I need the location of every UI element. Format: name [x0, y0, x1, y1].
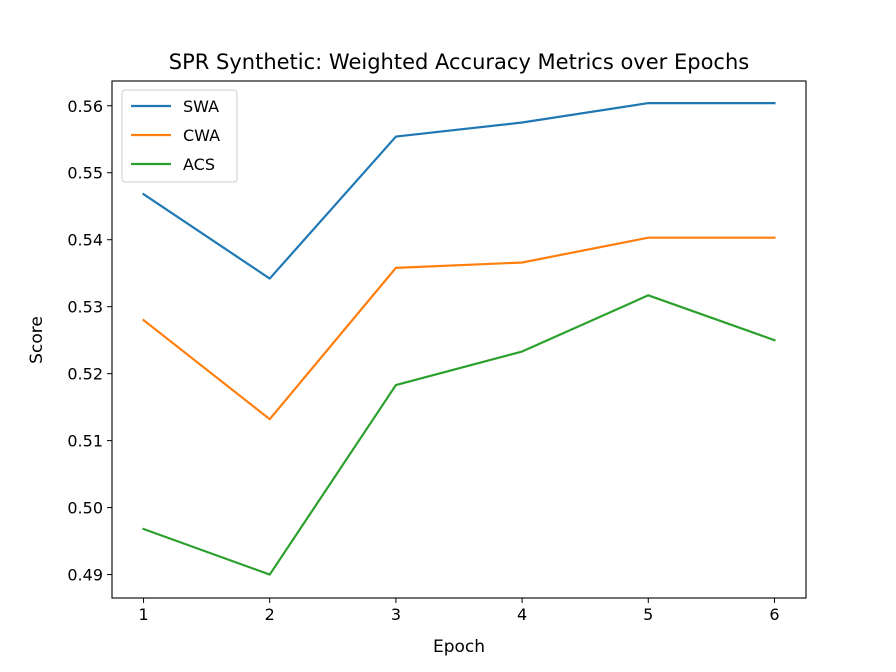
y-tick-label: 0.55 [67, 164, 103, 183]
series-lines [142, 101, 776, 576]
x-tick-label: 3 [391, 605, 401, 624]
y-tick-label: 0.53 [67, 298, 103, 317]
series-line-acs [142, 294, 776, 576]
x-tick-label: 6 [769, 605, 779, 624]
x-tick-label: 5 [643, 605, 653, 624]
plot-frame [111, 80, 807, 599]
y-tick-label: 0.52 [67, 365, 103, 384]
legend: SWA CWA ACS [121, 89, 238, 183]
x-tick-label: 1 [138, 605, 148, 624]
y-tick-label: 0.54 [67, 231, 103, 250]
series-line-swa [142, 101, 776, 280]
y-tick-label: 0.49 [67, 566, 103, 585]
x-axis-ticks: 1 2 3 4 5 6 [138, 598, 780, 624]
y-tick-label: 0.50 [67, 499, 103, 518]
x-tick-label: 4 [517, 605, 527, 624]
legend-label-acs: ACS [183, 155, 215, 174]
legend-box [121, 89, 238, 183]
series-line-cwa [142, 236, 776, 421]
y-axis-ticks: 0.49 0.50 0.51 0.52 0.53 0.54 0.55 0.56 [67, 97, 112, 585]
legend-label-swa: SWA [183, 97, 219, 116]
legend-label-cwa: CWA [183, 126, 220, 145]
y-tick-label: 0.56 [67, 97, 103, 116]
chart-title: SPR Synthetic: Weighted Accuracy Metrics… [169, 50, 749, 74]
y-tick-label: 0.51 [67, 432, 103, 451]
y-axis-label: Score [27, 316, 47, 364]
x-tick-label: 2 [265, 605, 275, 624]
x-axis-label: Epoch [433, 637, 485, 657]
